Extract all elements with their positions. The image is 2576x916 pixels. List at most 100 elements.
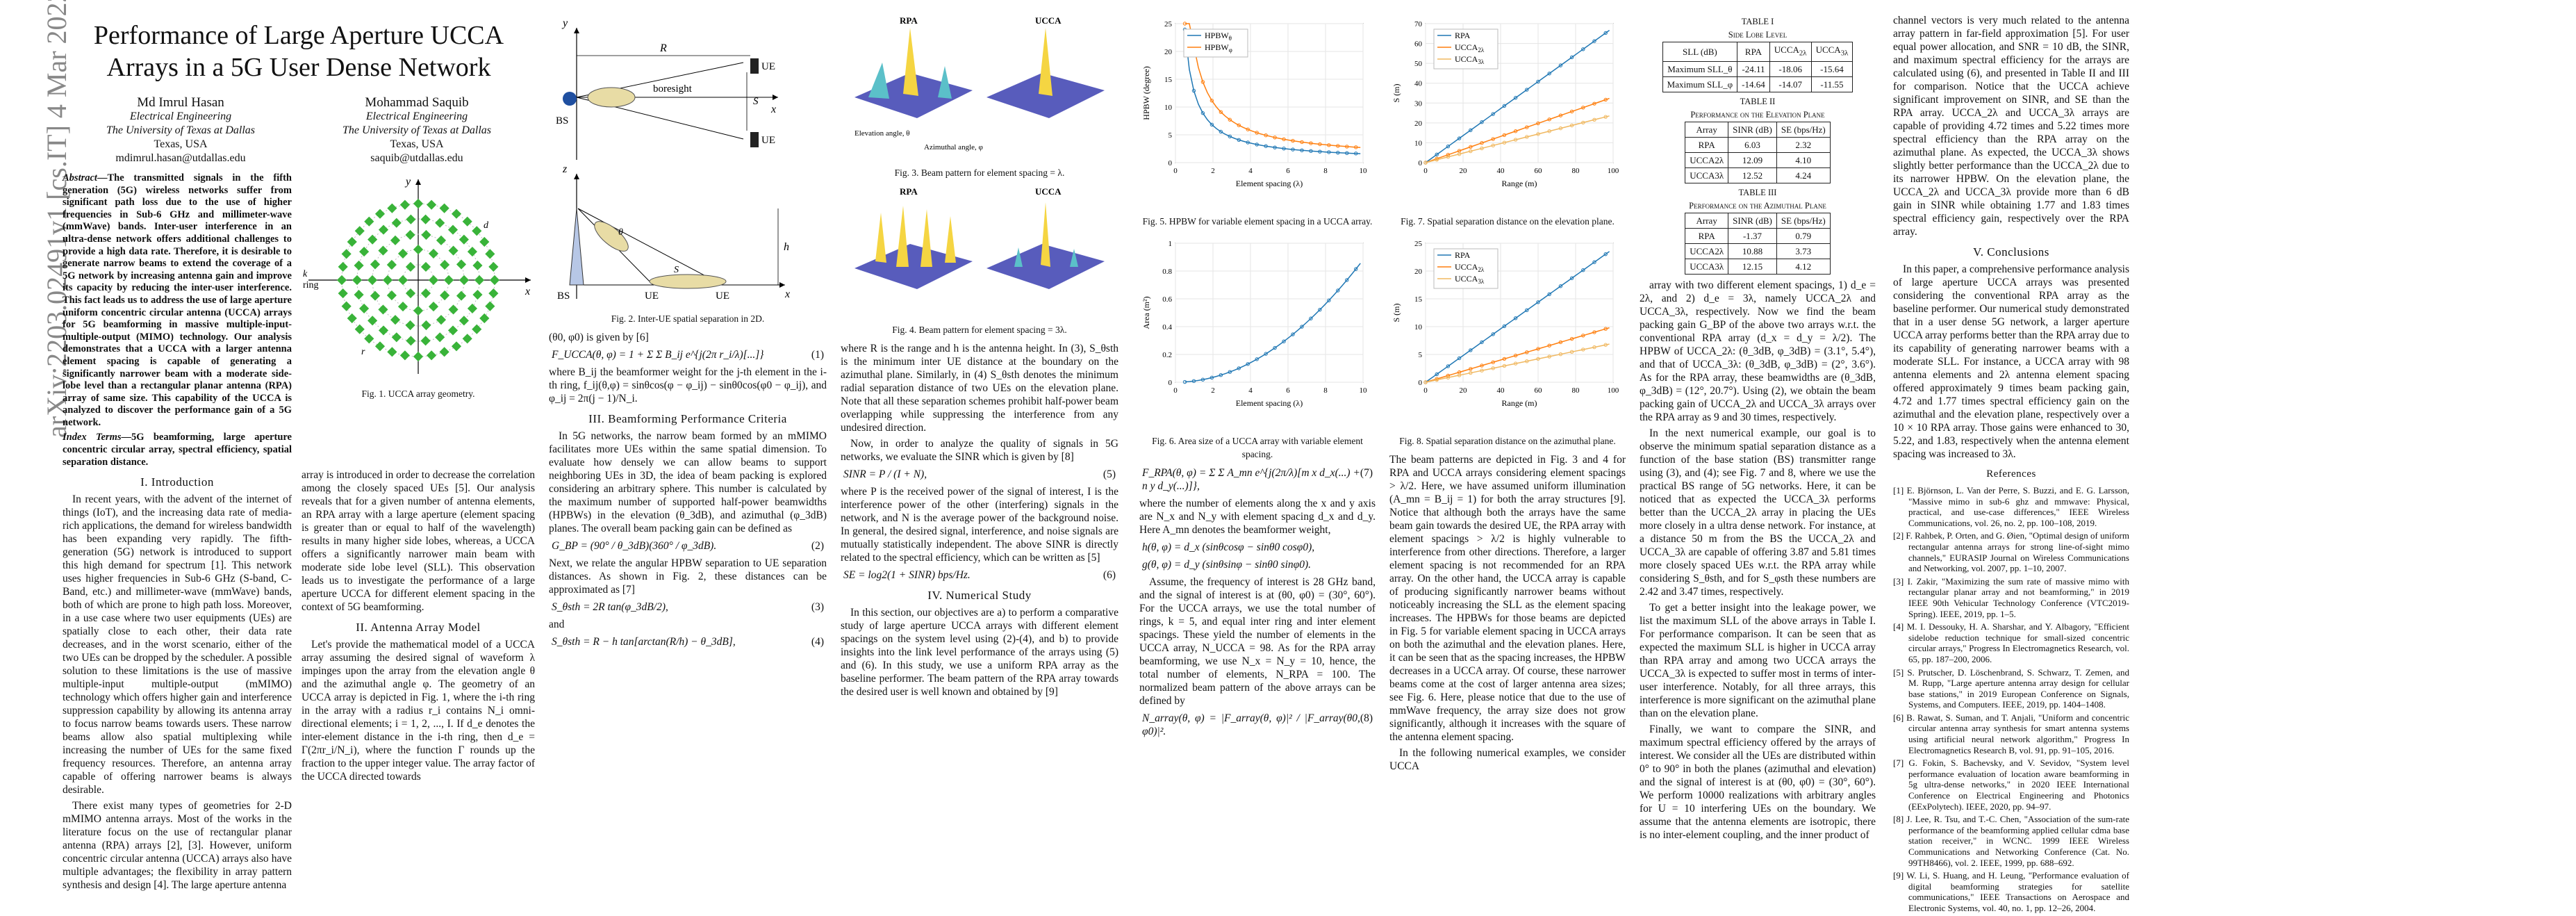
data-point <box>1513 138 1518 142</box>
y-tick-label: 0 <box>1419 379 1423 387</box>
antenna-element <box>447 325 459 336</box>
y-axis-label: S (m) <box>1392 83 1401 102</box>
x-tick-label: 10 <box>1360 386 1368 395</box>
series-line <box>1425 327 1610 383</box>
antenna-element <box>354 289 364 300</box>
x-tick-label: 6 <box>1286 167 1290 175</box>
data-point <box>1558 340 1563 345</box>
antenna-element <box>456 259 467 270</box>
data-point <box>1603 115 1608 119</box>
y-tick-label: 20 <box>1414 120 1423 128</box>
antenna-element <box>421 229 431 240</box>
col3-paragraph-3: Next, we relate the angular HPBW separat… <box>549 557 827 596</box>
fig1-ring-k: k <box>303 269 308 279</box>
figure-6: 0 2 4 6 8 10 0 0.2 0.4 0.6 0.8 1 Element spacing (λ)… <box>1139 234 1376 461</box>
x-tick-label: 80 <box>1572 167 1580 175</box>
data-point <box>1264 352 1268 356</box>
x-tick-label: 40 <box>1497 167 1505 175</box>
ucca-geometry-diagram: y x k ring d r <box>303 176 531 374</box>
data-point <box>1336 288 1340 293</box>
table-row: Maximum SLL_θ -24.11 -18.06 -15.64 <box>1662 60 1853 77</box>
table-3-title: TABLE III <box>1738 187 1777 197</box>
data-point <box>1603 252 1608 256</box>
section-2-title: II. Antenna Array Model <box>356 621 481 635</box>
figure-7: 0 20 40 60 80 100 0 10 20 30 40 50 60 70 Range (m) S (m… <box>1389 14 1626 228</box>
data-point <box>1435 152 1439 157</box>
data-point <box>1547 72 1551 76</box>
data-point <box>1547 117 1551 122</box>
col6-paragraph-4: Finally, we want to compare the SINR, an… <box>1640 723 1876 841</box>
antenna-element <box>391 218 402 228</box>
data-point <box>1457 373 1462 377</box>
data-point <box>1569 109 1574 114</box>
data-point <box>1502 363 1507 368</box>
col3-paragraph-2: In 5G networks, the narrow beam formed b… <box>549 430 827 534</box>
data-point <box>1191 88 1196 93</box>
antenna-element <box>368 316 378 326</box>
x-tick-label: 4 <box>1248 167 1253 175</box>
y-tick-label: 5 <box>1419 351 1423 359</box>
antenna-element <box>405 261 416 272</box>
fig1-rk-label: r <box>361 347 365 357</box>
data-point <box>1469 370 1473 375</box>
data-point <box>1547 292 1551 296</box>
table-row: UCCA3λ 12.15 4.12 <box>1685 258 1831 275</box>
data-point <box>1558 284 1563 288</box>
equation-5: SINR = P / (I + N), (5) <box>843 468 1116 480</box>
data-point <box>1273 145 1277 149</box>
data-point <box>1558 126 1563 131</box>
figure-5: 0 2 4 6 8 10 0 5 10 15 20 25 Element spacing (λ) HPBW… <box>1139 14 1376 228</box>
figure-8: 0 20 40 60 80 100 0 5 10 15 20 25 Range (m) S (m) RPA U… <box>1389 234 1626 448</box>
antenna-element <box>439 203 449 213</box>
antenna-element <box>488 288 499 299</box>
y-tick-label: 0.6 <box>1162 295 1172 304</box>
antenna-element <box>413 244 424 255</box>
antenna-element <box>368 234 378 245</box>
col4-paragraph-2: Now, in order to analyze the quality of … <box>841 438 1118 463</box>
fig2-ue2b-label: UE <box>716 291 729 302</box>
column-1: Performance of Large Aperture UCCA Array… <box>63 14 535 894</box>
antenna-element <box>390 315 401 325</box>
data-point <box>1291 332 1295 336</box>
y-tick-label: 10 <box>1164 104 1173 112</box>
legend-entry: HPBWφ <box>1205 42 1232 54</box>
y-tick-label: 0 <box>1169 159 1173 167</box>
col7-paragraph-1: channel vectors is very much related to … <box>1893 15 2129 238</box>
rpa-pattern-3lambda <box>854 206 973 289</box>
equation-2: G_BP = (90° / θ_3dB)(360° / φ_3dB). (2) <box>552 540 824 552</box>
figure-3-caption: Fig. 3. Beam pattern for element spacing… <box>894 167 1065 178</box>
author-1-email[interactable]: mdimrul.hasan@utdallas.edu <box>115 152 246 164</box>
table-2: Array SINR (dB) SE (bps/Hz) RPA 6.03 2.32 UC… <box>1685 121 1831 183</box>
column-3: y x R boresight BS UE UE S z x BS UE UE … <box>549 14 827 653</box>
table-row: Array SINR (dB) SE (bps/Hz) <box>1685 212 1831 229</box>
table-row: Maximum SLL_φ -14.64 -14.07 -11.55 <box>1662 76 1853 92</box>
figure-7-caption: Fig. 7. Spatial separation distance on t… <box>1401 216 1615 227</box>
fig2-bs-label: BS <box>556 115 568 126</box>
fig1-ring-label: ring <box>303 280 319 291</box>
data-point <box>1491 366 1495 370</box>
author-2-email[interactable]: saquib@utdallas.edu <box>370 152 463 164</box>
authors: Md Imrul Hasan Electrical Engineering Th… <box>63 96 535 165</box>
data-point <box>1191 379 1196 384</box>
fig1-x-label: x <box>525 286 530 297</box>
fig2-h-label: h <box>784 241 789 253</box>
table-row: UCCA3λ 12.52 4.24 <box>1685 167 1831 183</box>
antenna-element <box>440 259 450 270</box>
series-line <box>1425 343 1610 383</box>
arxiv-sidebar: arXiv:2203.02491v1 [cs.IT] 4 Mar 2022 <box>6 0 72 452</box>
data-point <box>1345 151 1349 155</box>
antenna-element <box>428 248 439 259</box>
antenna-element <box>359 303 370 313</box>
ucca-pattern-lambda <box>986 28 1105 118</box>
data-point <box>1569 336 1574 341</box>
data-point <box>1446 364 1451 368</box>
antenna-element <box>420 261 431 272</box>
x-tick-label: 60 <box>1535 386 1543 395</box>
antenna-element <box>413 198 424 209</box>
x-tick-label: 0 <box>1423 386 1428 395</box>
table-2-subtitle: Performance on the Elevation Plane <box>1690 109 1825 120</box>
antenna-element <box>390 235 401 245</box>
antenna-element <box>439 347 449 357</box>
data-point <box>1446 152 1451 157</box>
fig4-ucca-title: UCCA <box>1035 186 1062 197</box>
